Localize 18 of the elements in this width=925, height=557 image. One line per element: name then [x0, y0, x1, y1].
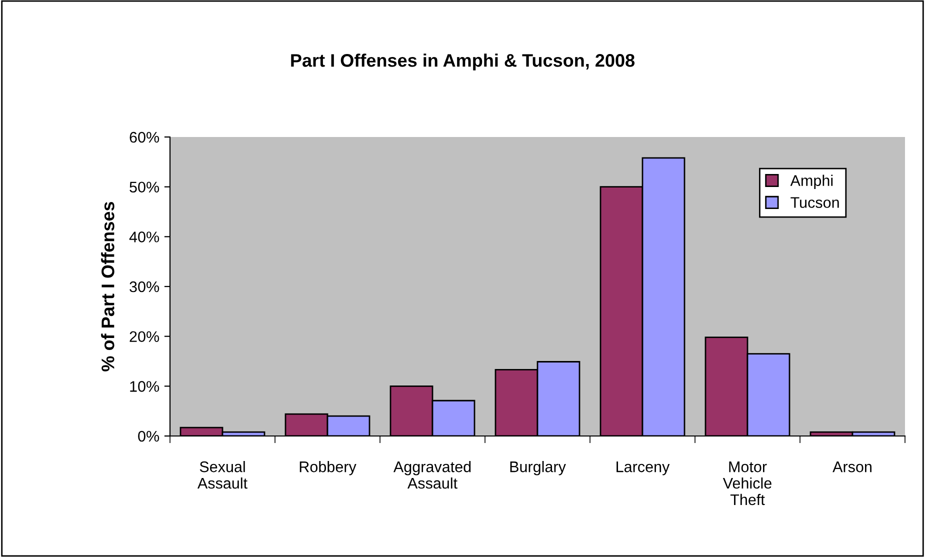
y-tick-label: 50% — [130, 182, 160, 193]
x-tick-label: Robbery — [300, 461, 356, 476]
chart-title: Part I Offenses in Amphi & Tucson, 2008 — [291, 54, 635, 70]
x-tick-label: Larceny — [616, 462, 670, 476]
y-tick-label: 30% — [130, 281, 160, 292]
y-tick-label: 40% — [129, 232, 160, 242]
x-tick-label: Aggravated Assault — [393, 461, 471, 489]
y-tick-label: 20% — [130, 331, 160, 342]
x-tick-label: Motor Vehicle Theft — [722, 462, 772, 506]
y-tick-label: 0% — [138, 430, 160, 442]
x-tick-label: Sexual Assault — [197, 461, 248, 489]
y-tick-label: 10% — [130, 381, 160, 392]
x-tick-label: Arson — [832, 462, 872, 472]
y-tick-label: 60% — [130, 132, 160, 143]
legend-label: Amphi — [790, 174, 833, 189]
legend-label: Tucson — [790, 197, 839, 208]
y-axis-title: % of Part I Offenses — [101, 202, 114, 372]
x-tick-label: Burglary — [510, 461, 566, 476]
